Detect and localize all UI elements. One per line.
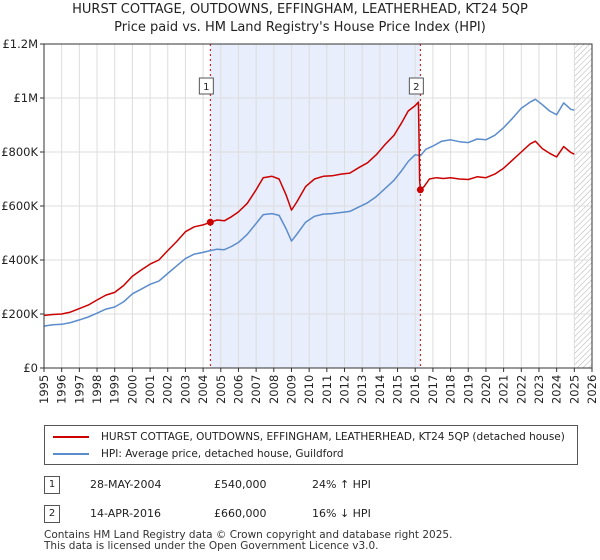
x-tick-label: 2024 xyxy=(550,375,564,404)
footer-line-2: This data is licensed under the Open Gov… xyxy=(44,540,379,552)
legend-hpi-swatch xyxy=(53,453,89,455)
y-tick-label: £400K xyxy=(1,253,38,267)
price-chart: 1 2 £0 £200K £400K £600K £800K £1M £1.2M 1995 1996… xyxy=(1,37,599,404)
legend-property-swatch xyxy=(53,436,89,438)
y-tick-label: £800K xyxy=(1,145,38,159)
chart-title-line2: Price paid vs. HM Land Registry's House … xyxy=(114,20,486,35)
x-tick-label: 2001 xyxy=(143,375,157,404)
x-tick-label: 2011 xyxy=(320,375,334,404)
legend-property-label: HURST COTTAGE, OUTDOWNS, EFFINGHAM, LEAT… xyxy=(101,431,565,443)
sale-date: 14-APR-2016 xyxy=(90,507,162,520)
sale-price: £660,000 xyxy=(214,507,267,520)
sale-hpi-change: 16% ↓ HPI xyxy=(312,507,371,520)
x-tick-label: 2007 xyxy=(249,375,263,404)
x-tick-label: 2022 xyxy=(514,375,528,404)
legend-hpi-label: HPI: Average price, detached house, Guil… xyxy=(101,448,344,460)
x-tick-label: 1996 xyxy=(55,375,69,404)
sale-number-label: 1 xyxy=(203,82,209,93)
x-tick-label: 2009 xyxy=(284,375,298,404)
x-tick-label: 2025 xyxy=(567,375,581,404)
sale-hpi-change: 24% ↑ HPI xyxy=(312,478,371,491)
y-tick-label: £0 xyxy=(23,361,38,375)
x-tick-label: 2005 xyxy=(214,375,228,404)
y-tick-label: £200K xyxy=(1,307,38,321)
footer-line-1: Contains HM Land Registry data © Crown c… xyxy=(44,529,453,541)
sale-badge: 2 xyxy=(44,505,60,523)
x-tick-label: 1995 xyxy=(37,375,51,404)
x-tick-label: 2016 xyxy=(408,375,422,404)
x-tick-label: 2023 xyxy=(532,375,546,404)
x-tick-label: 2017 xyxy=(426,375,440,404)
x-tick-label: 2013 xyxy=(355,375,369,404)
chart-title-line1: HURST COTTAGE, OUTDOWNS, EFFINGHAM, LEAT… xyxy=(72,2,528,17)
x-tick-label: 2008 xyxy=(267,375,281,404)
sale-number-label: 2 xyxy=(413,82,419,93)
y-tick-label: £600K xyxy=(1,199,38,213)
x-tick-label: 2003 xyxy=(178,375,192,404)
sale-number-box xyxy=(198,77,214,95)
x-tick-label: 1998 xyxy=(90,375,104,404)
x-tick-label: 2002 xyxy=(161,375,175,404)
x-tick-label: 2010 xyxy=(302,375,316,404)
x-tick-label: 1999 xyxy=(108,375,122,404)
sale-price: £540,000 xyxy=(214,478,267,491)
x-tick-label: 2015 xyxy=(391,375,405,404)
x-tick-label: 2021 xyxy=(497,375,511,404)
sale-badge: 1 xyxy=(44,476,60,494)
sale-date: 28-MAY-2004 xyxy=(90,478,162,491)
x-tick-label: 2026 xyxy=(585,375,599,404)
x-tick-label: 2020 xyxy=(479,375,493,404)
x-tick-label: 2019 xyxy=(461,375,475,404)
chart-legend: HURST COTTAGE, OUTDOWNS, EFFINGHAM, LEAT… xyxy=(44,425,578,465)
x-tick-label: 2006 xyxy=(231,375,245,404)
x-tick-label: 2018 xyxy=(444,375,458,404)
y-tick-label: £1.2M xyxy=(2,37,38,51)
x-tick-label: 2012 xyxy=(338,375,352,404)
hpi-series-line xyxy=(43,98,575,327)
property-series-line xyxy=(43,101,575,317)
sale-point xyxy=(206,218,214,226)
y-tick-label: £1M xyxy=(13,91,38,105)
x-tick-label: 2004 xyxy=(196,375,210,404)
sale-point xyxy=(416,186,424,194)
x-tick-label: 1997 xyxy=(72,375,86,404)
sale-number-box xyxy=(408,77,424,95)
legend-item-hpi: HPI: Average price, detached house, Guil… xyxy=(53,446,344,462)
legend-item-property: HURST COTTAGE, OUTDOWNS, EFFINGHAM, LEAT… xyxy=(53,429,565,445)
x-tick-label: 2014 xyxy=(373,375,387,404)
footer-attribution: Contains HM Land Registry data © Crown c… xyxy=(44,530,452,552)
x-tick-label: 2000 xyxy=(125,375,139,404)
